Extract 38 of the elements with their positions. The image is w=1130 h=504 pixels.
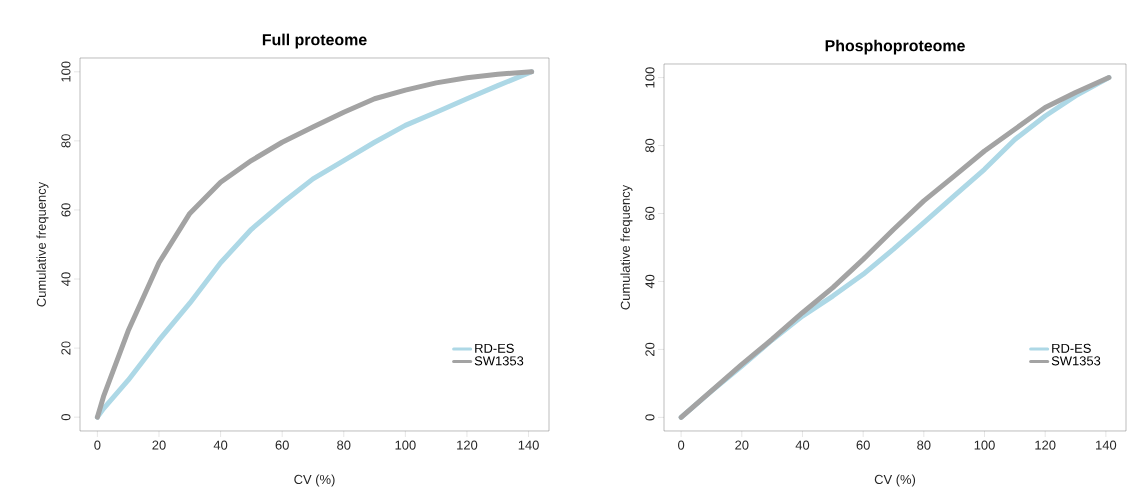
x-tick-label: 80: [337, 440, 351, 450]
x-tick-label: 20: [735, 440, 749, 450]
y-tick-label: 80: [61, 134, 71, 148]
y-tick-label: 0: [645, 414, 655, 421]
x-tick-label: 20: [152, 440, 166, 450]
y-axis-title: Cumulative frequency: [36, 181, 49, 307]
x-tick-label: 120: [1035, 440, 1056, 450]
y-tick-label: 100: [61, 61, 71, 82]
y-tick-label: 0: [61, 414, 71, 421]
legend-label: SW1353: [474, 356, 524, 366]
x-tick-label: 100: [974, 440, 995, 450]
x-axis-title: CV (%): [294, 474, 335, 487]
chart-title: Phosphoproteome: [825, 39, 965, 55]
y-tick-label: 40: [61, 272, 71, 286]
y-tick-label: 40: [645, 274, 655, 289]
legend-label: SW1353: [1051, 356, 1101, 366]
x-tick-label: 40: [795, 440, 810, 450]
x-tick-label: 60: [856, 440, 870, 450]
y-tick-label: 60: [61, 203, 71, 217]
y-tick-label: 60: [645, 206, 655, 221]
y-tick-label: 80: [645, 138, 655, 153]
x-tick-label: 120: [457, 440, 478, 450]
x-tick-label: 0: [94, 440, 101, 450]
chart-title: Full proteome: [262, 33, 367, 49]
x-tick-label: 100: [395, 440, 416, 450]
x-tick-label: 140: [518, 440, 539, 450]
legend-label: RD-ES: [1052, 343, 1091, 353]
x-tick-label: 40: [213, 440, 228, 450]
y-tick-label: 100: [645, 67, 655, 88]
x-tick-label: 0: [678, 440, 685, 450]
x-tick-label: 60: [275, 440, 289, 450]
legend-label: RD-ES: [475, 343, 514, 353]
x-tick-label: 80: [917, 440, 931, 450]
y-axis-title: Cumulative frequency: [620, 184, 633, 310]
y-tick-label: 20: [61, 341, 71, 355]
y-tick-label: 20: [645, 342, 655, 356]
x-tick-label: 140: [1096, 440, 1117, 450]
x-axis-title: CV (%): [874, 474, 916, 487]
